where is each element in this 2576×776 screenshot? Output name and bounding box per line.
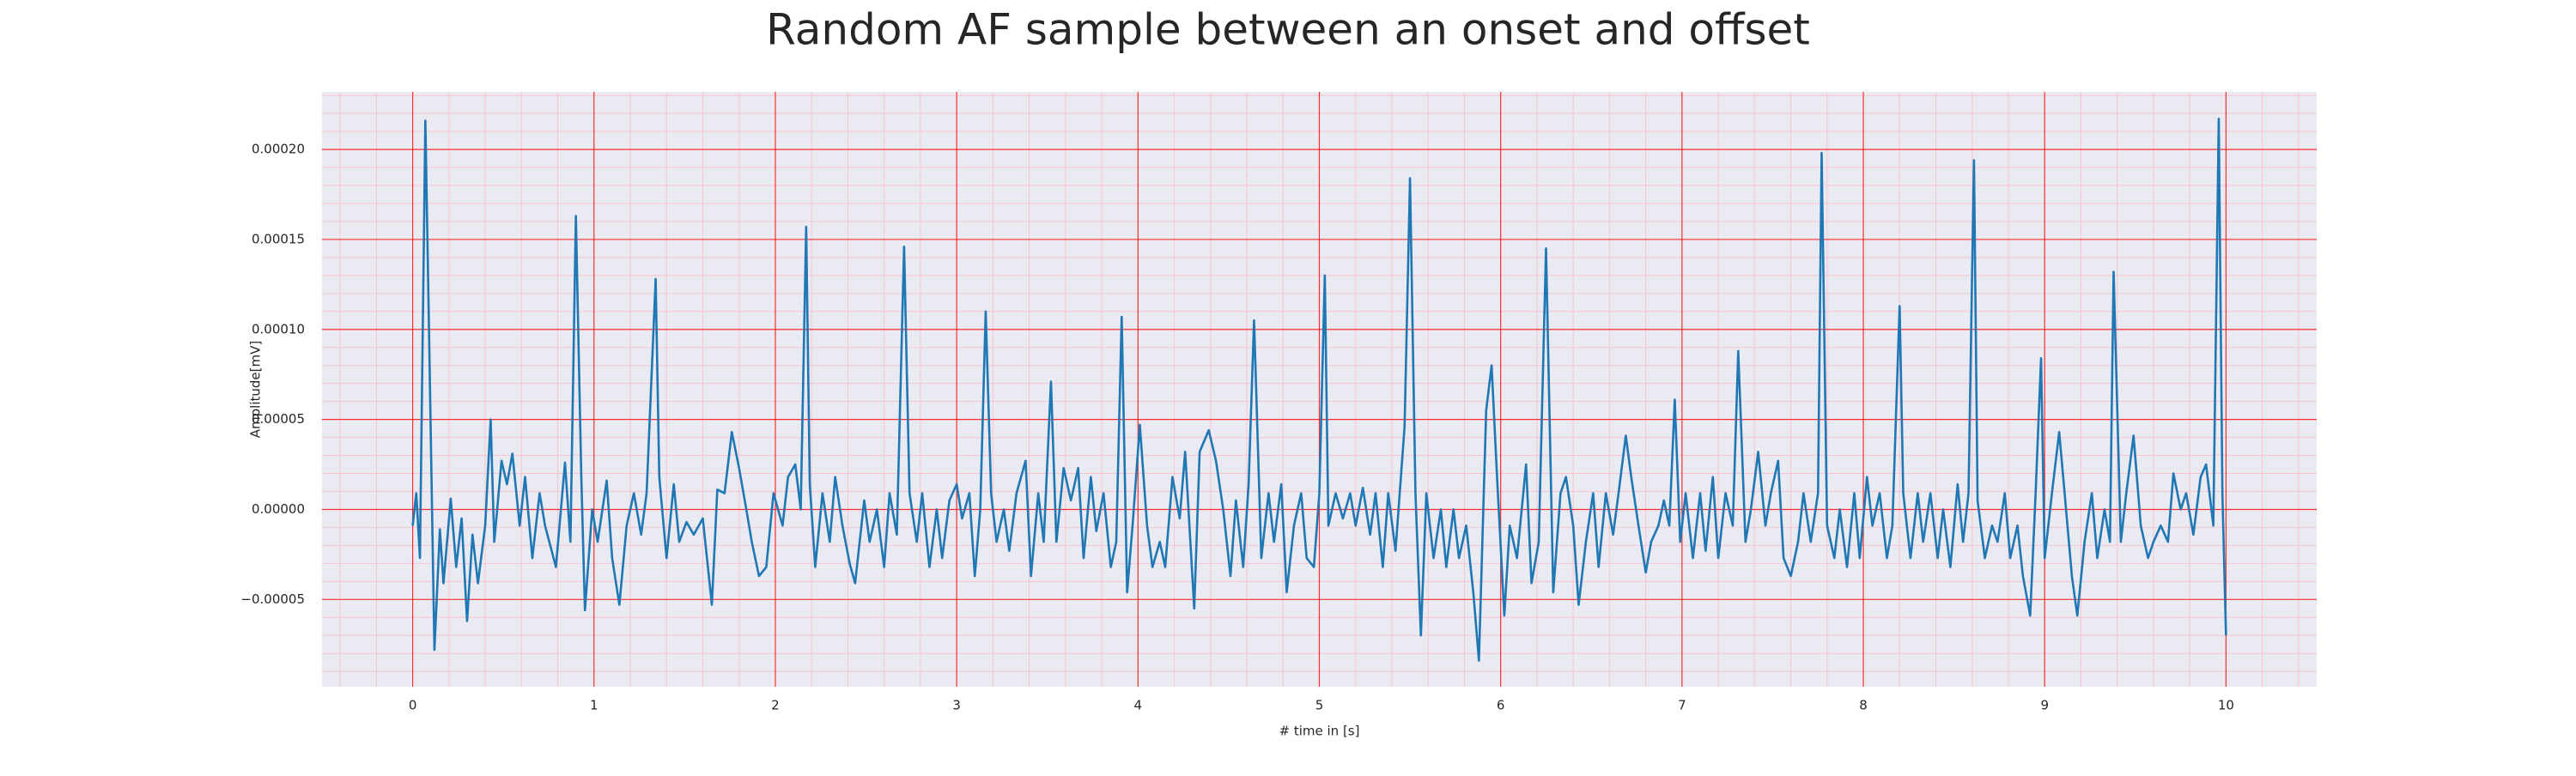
x-tick-label: 8 <box>1859 698 1868 713</box>
x-tick-label: 2 <box>771 698 780 713</box>
y-tick-label: 0.00005 <box>252 411 305 427</box>
x-tick-label: 5 <box>1315 698 1324 713</box>
x-tick-label: 7 <box>1678 698 1686 713</box>
x-tick-label: 10 <box>2218 698 2234 713</box>
y-tick-label: −0.00005 <box>240 591 305 607</box>
chart-title: Random AF sample between an onset and of… <box>766 5 1810 55</box>
x-tick-label: 3 <box>952 698 961 713</box>
y-tick-label: 0.00015 <box>252 231 305 246</box>
y-tick-label: 0.00000 <box>252 501 305 517</box>
x-axis-label: # time in [s] <box>1279 724 1360 739</box>
x-tick-label: 6 <box>1497 698 1505 713</box>
x-tick-label: 4 <box>1134 698 1143 713</box>
y-axis-label: Amplitude[mV] <box>248 341 264 438</box>
x-tick-label: 1 <box>590 698 598 713</box>
y-tick-label: 0.00010 <box>252 321 305 336</box>
line-series <box>411 118 2227 662</box>
y-tick-label: 0.00020 <box>252 142 305 157</box>
x-tick-label: 0 <box>409 698 417 713</box>
x-tick-label: 9 <box>2040 698 2049 713</box>
